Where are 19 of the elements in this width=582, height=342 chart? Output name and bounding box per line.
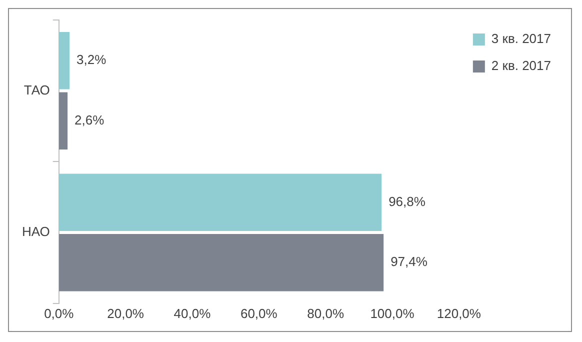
bar xyxy=(58,174,382,231)
x-tick-label: 40,0% xyxy=(174,306,212,321)
legend-label: 3 кв. 2017 xyxy=(491,31,552,46)
x-tick-label: 100,0% xyxy=(370,306,415,321)
legend-label: 2 кв. 2017 xyxy=(491,58,552,74)
y-tick-label: НАО xyxy=(22,224,50,240)
x-tick-label: 0,0% xyxy=(44,306,74,321)
bar xyxy=(58,32,70,90)
y-tick-label: ТАО xyxy=(24,82,50,98)
data-label: 97,4% xyxy=(390,254,428,270)
x-tick-label: 60,0% xyxy=(240,306,278,321)
data-label: 3,2% xyxy=(76,52,107,68)
x-tick-label: 80,0% xyxy=(307,306,344,321)
bar xyxy=(58,234,384,292)
bar xyxy=(58,92,68,150)
data-label: 96,8% xyxy=(388,194,426,209)
x-tick-label: 120,0% xyxy=(436,306,482,321)
x-tick-label: 20,0% xyxy=(107,306,144,321)
data-label: 2,6% xyxy=(74,112,105,128)
